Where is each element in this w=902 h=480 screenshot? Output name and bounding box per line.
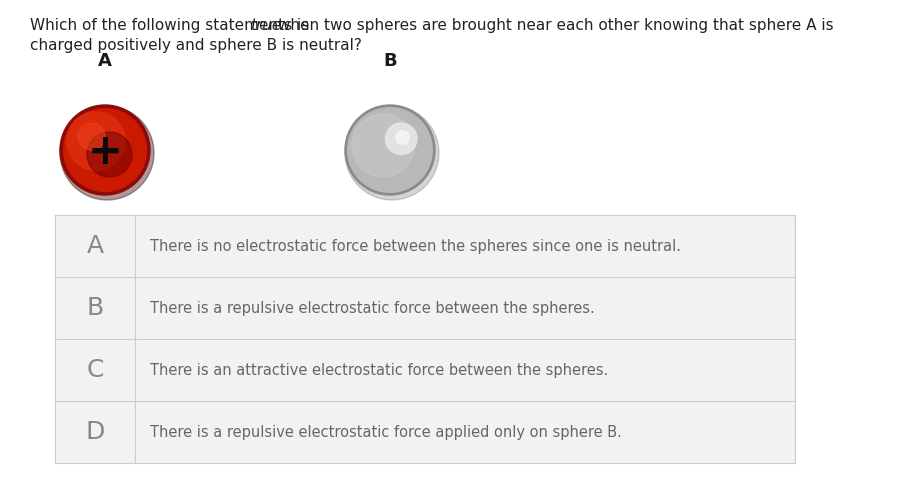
FancyBboxPatch shape [55, 401, 794, 463]
Text: There is an attractive electrostatic force between the spheres.: There is an attractive electrostatic for… [150, 362, 608, 377]
Circle shape [78, 123, 105, 150]
Text: B: B [382, 52, 396, 70]
Circle shape [87, 132, 132, 177]
Text: There is a repulsive electrostatic force applied only on sphere B.: There is a repulsive electrostatic force… [150, 424, 621, 440]
Text: Which of the following statements is: Which of the following statements is [30, 18, 314, 33]
Text: true: true [250, 18, 281, 33]
Circle shape [385, 123, 417, 155]
Circle shape [67, 112, 125, 170]
FancyBboxPatch shape [55, 215, 794, 277]
Text: There is a repulsive electrostatic force between the spheres.: There is a repulsive electrostatic force… [150, 300, 594, 315]
Text: +: + [87, 131, 123, 173]
Text: A: A [87, 234, 104, 258]
Text: D: D [85, 420, 105, 444]
Circle shape [60, 106, 154, 200]
Circle shape [63, 108, 146, 192]
Circle shape [60, 105, 150, 195]
Text: when two spheres are brought near each other knowing that sphere A is: when two spheres are brought near each o… [272, 18, 833, 33]
Text: charged positively and sphere B is neutral?: charged positively and sphere B is neutr… [30, 38, 362, 53]
Circle shape [395, 131, 409, 144]
Circle shape [347, 108, 432, 192]
Circle shape [345, 105, 435, 195]
Circle shape [345, 106, 438, 200]
FancyBboxPatch shape [55, 277, 794, 339]
Text: There is no electrostatic force between the spheres since one is neutral.: There is no electrostatic force between … [150, 239, 680, 253]
Text: C: C [87, 358, 104, 382]
Text: B: B [87, 296, 104, 320]
FancyBboxPatch shape [55, 339, 794, 401]
Circle shape [352, 114, 414, 177]
Text: A: A [98, 52, 112, 70]
